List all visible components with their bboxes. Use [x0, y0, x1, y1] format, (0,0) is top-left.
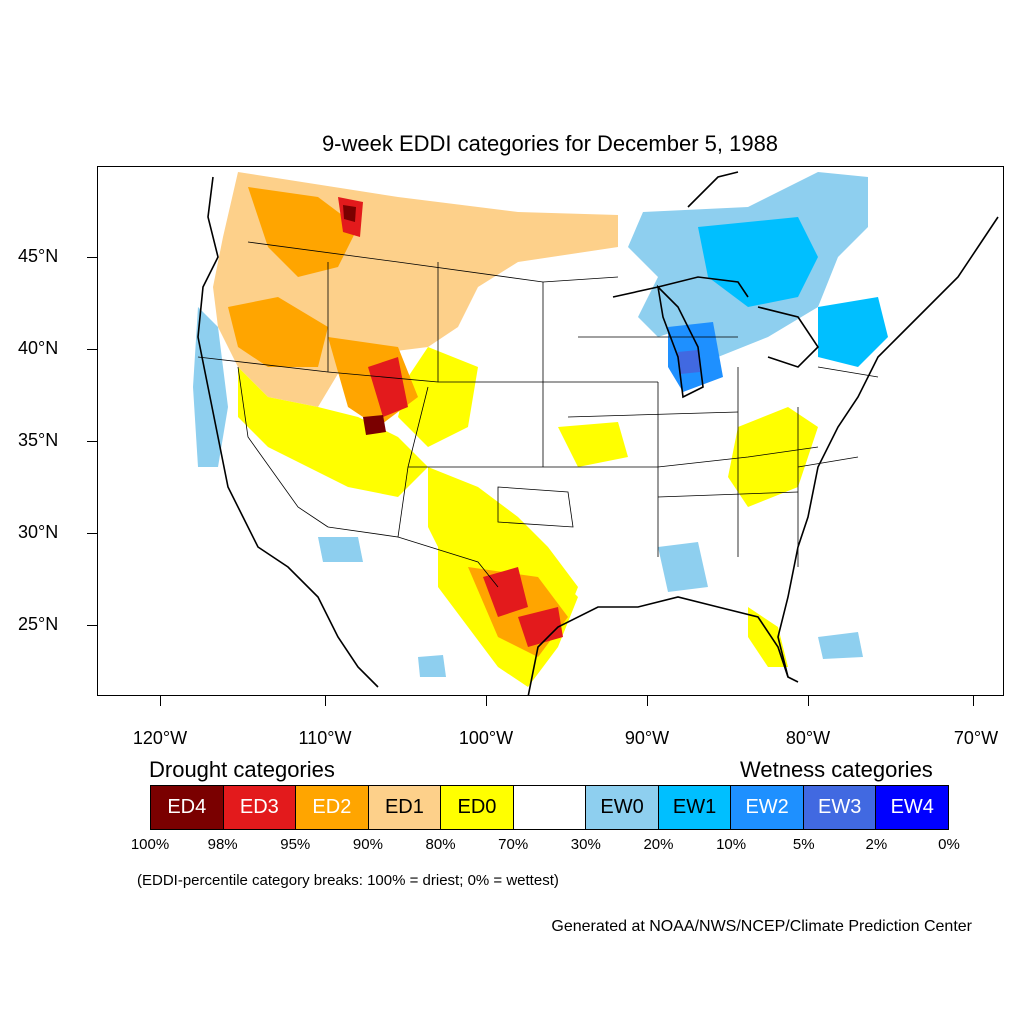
lon-tick	[160, 696, 161, 706]
legend-cell-ed3: ED3	[223, 786, 297, 829]
credit-text: Generated at NOAA/NWS/NCEP/Climate Predi…	[551, 918, 972, 935]
percent-break-label: 98%	[207, 836, 238, 853]
ed0-florida-coast	[748, 607, 788, 667]
lat-tick	[87, 441, 97, 442]
percent-break-label: 70%	[498, 836, 529, 853]
legend-cell-ed4: ED4	[151, 786, 224, 829]
lat-label-40: 40°N	[18, 338, 59, 358]
ed3-texas-coast	[518, 607, 563, 647]
legend-cell-ed2: ED2	[296, 786, 369, 829]
lon-label-100: 100°W	[458, 728, 514, 748]
ew0-west-coast	[193, 307, 228, 467]
ew0-south	[658, 542, 708, 592]
lat-tick	[87, 533, 97, 534]
ew1-northeast	[818, 297, 888, 367]
legend-cell-ew2: EW2	[731, 786, 804, 829]
lat-label-45: 45°N	[18, 246, 59, 266]
ed0-plains-patch	[558, 422, 628, 467]
lon-tick	[808, 696, 809, 706]
ew1-upper-midwest	[698, 217, 818, 307]
legend-cell-ew4: EW4	[876, 786, 949, 829]
map-title: 9-week EDDI categories for December 5, 1…	[321, 131, 779, 156]
ed4-montana	[343, 205, 356, 222]
lon-tick	[973, 696, 974, 706]
lat-tick	[87, 349, 97, 350]
legend-cell-ed0: ED0	[441, 786, 514, 829]
ed0-west-region	[238, 367, 428, 497]
ed4-colorado	[363, 415, 386, 435]
lon-tick	[486, 696, 487, 706]
legend-note: (EDDI-percentile category breaks: 100% =…	[137, 872, 559, 889]
percent-break-label: 10%	[716, 836, 747, 853]
percent-break-label: 2%	[865, 836, 888, 853]
lat-label-25: 25°N	[18, 614, 59, 634]
ed2-northwest	[248, 187, 358, 277]
legend-cell-ew0: EW0	[586, 786, 659, 829]
lon-label-90: 90°W	[624, 728, 670, 748]
ew0-baja	[418, 655, 446, 677]
lon-tick	[647, 696, 648, 706]
lat-label-35: 35°N	[18, 430, 59, 450]
percent-break-label: 100%	[130, 836, 170, 853]
legend-cell-neutral	[513, 786, 587, 829]
percent-break-label: 90%	[352, 836, 383, 853]
legend-cell-ew1: EW1	[658, 786, 732, 829]
legend-color-bar: ED4 ED3 ED2 ED1 ED0 EW0 EW1 EW2 EW3 EW4	[150, 785, 949, 830]
ed2-great-basin	[228, 297, 328, 367]
wetness-heading: Wetness categories	[740, 757, 933, 782]
ed3-texas-central	[483, 567, 528, 617]
ew0-southwest	[318, 537, 363, 562]
ed0-southeast	[728, 407, 818, 507]
lon-label-80: 80°W	[785, 728, 831, 748]
percent-break-label: 80%	[425, 836, 456, 853]
lon-tick	[325, 696, 326, 706]
eddi-map	[193, 171, 999, 695]
legend-cell-ed1: ED1	[368, 786, 442, 829]
percent-break-label: 20%	[643, 836, 674, 853]
lon-label-120: 120°W	[132, 728, 188, 748]
state-borders	[197, 241, 879, 588]
percent-break-label: 0%	[938, 836, 960, 853]
ed0-central-west	[398, 347, 478, 447]
drought-heading: Drought categories	[149, 757, 335, 782]
lat-tick	[87, 625, 97, 626]
lat-label-30: 30°N	[18, 522, 59, 542]
percent-break-label: 30%	[570, 836, 601, 853]
coastline-outline	[197, 171, 999, 695]
ew0-florida	[818, 632, 863, 659]
lon-label-110: 110°W	[298, 728, 352, 748]
ed3-wyoming	[368, 357, 408, 417]
map-panel	[97, 166, 1004, 696]
lon-label-70: 70°W	[953, 728, 999, 748]
ew3-michigan-core	[678, 350, 700, 374]
percent-break-label: 95%	[280, 836, 311, 853]
lat-tick	[87, 257, 97, 258]
percent-break-label: 5%	[792, 836, 815, 853]
legend-cell-ew3: EW3	[803, 786, 877, 829]
